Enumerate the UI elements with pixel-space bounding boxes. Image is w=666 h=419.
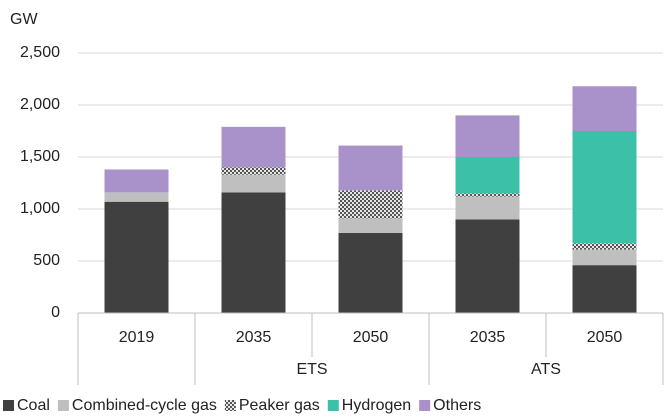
bar-segment	[221, 126, 286, 168]
legend-label: Combined-cycle gas	[72, 397, 217, 414]
legend-swatch	[224, 400, 236, 411]
bar-segment	[455, 157, 520, 194]
legend-label: Hydrogen	[342, 397, 411, 414]
bar-segment	[221, 174, 286, 193]
bar-segment	[104, 169, 169, 193]
bar-segment	[104, 201, 169, 313]
bar-segment	[338, 145, 403, 191]
bar-segment	[572, 265, 637, 313]
bar-segment	[338, 190, 403, 219]
legend-label: Peaker gas	[239, 397, 320, 414]
bar-segment	[338, 232, 403, 313]
bar-segment	[221, 192, 286, 313]
x-tick-label: 2035	[236, 329, 272, 346]
legend-swatch	[57, 400, 69, 411]
y-tick-label: 500	[33, 252, 60, 269]
legend-swatch	[419, 400, 431, 411]
x-tick-label: 2050	[587, 329, 623, 346]
legend-swatch	[327, 400, 339, 411]
bar-segment	[455, 193, 520, 197]
y-tick-label: 1,500	[20, 148, 60, 165]
legend-swatch	[3, 400, 14, 411]
bar-segment	[572, 131, 637, 244]
y-tick-label: 1,000	[20, 200, 60, 217]
legend-label: Coal	[17, 397, 50, 414]
bar-segment	[221, 167, 286, 175]
bar-segment	[104, 192, 169, 202]
y-tick-label: 0	[51, 304, 60, 321]
group-label: ATS	[531, 361, 561, 378]
bar-segment	[338, 218, 403, 233]
y-tick-label: 2,500	[20, 44, 60, 61]
bar-segment	[572, 249, 637, 266]
bar-segment	[572, 86, 637, 131]
x-tick-label: 2050	[353, 329, 389, 346]
x-tick-label: 2035	[470, 329, 506, 346]
y-axis-label: GW	[10, 11, 38, 28]
legend-label: Others	[433, 397, 481, 414]
x-tick-label: 2019	[119, 329, 155, 346]
bar-segment	[455, 115, 520, 157]
bar-segment	[455, 219, 520, 313]
bar-segment	[572, 243, 637, 250]
group-label: ETS	[296, 361, 327, 378]
y-tick-label: 2,000	[20, 96, 60, 113]
bar-segment	[455, 196, 520, 220]
